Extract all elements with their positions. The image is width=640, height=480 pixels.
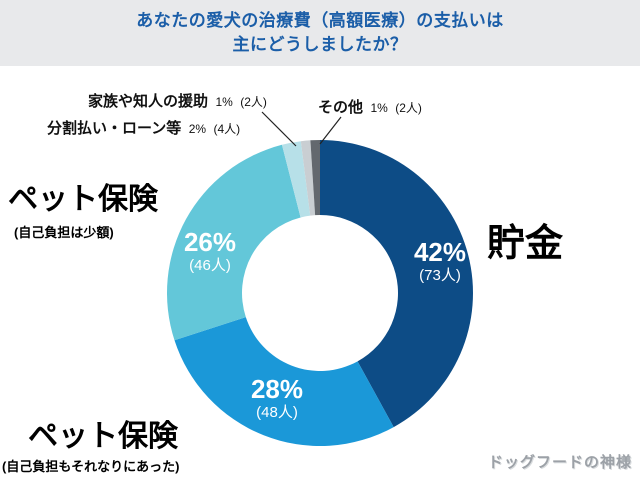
callout-family: 家族や知人の援助 1% (2人) [88,90,267,111]
value-insurance-small: 26% (46人) [162,228,258,275]
leader-line-family [261,111,297,147]
donut-slices [167,140,473,446]
chart-title-line2: 主にどうしましたか？ [232,35,408,54]
callout-loan-label: 分割払い・ローン等 [47,120,182,137]
label-insurance-large: ペット保険 [28,420,178,453]
pie-slice-0 [320,140,473,428]
pie-slice-5 [310,140,320,216]
value-insurance-large-pct: 28% [250,374,304,404]
title-band: あなたの愛犬の治療費（高額医療）の支払いは 主にどうしましたか？ [0,0,640,66]
value-insurance-large-count: (48人) [256,404,298,421]
callout-loan-count: (4人) [213,122,241,136]
value-insurance-small-count: (46人) [189,257,231,274]
watermark-logo: ドッグフードの神様 [487,454,632,471]
value-insurance-small-pct: 26% [183,227,237,257]
label-insurance-large-sub: (自己負担もそれなりにあった) [2,459,180,474]
callout-family-count: (2人) [240,95,267,109]
callout-other-count: (2人) [395,101,422,115]
label-savings: 貯金 [487,223,564,265]
callout-family-pct: 1% [215,95,233,109]
pie-slice-1 [174,317,394,446]
leader-line-other [319,116,342,145]
pie-slice-3 [281,141,311,218]
value-savings: 42% (73人) [392,238,488,285]
chart-title: あなたの愛犬の治療費（高額医療）の支払いは 主にどうしましたか？ [0,0,640,57]
callout-loan-pct: 2% [188,122,207,136]
callout-other-label: その他 [318,99,364,116]
callout-family-label: 家族や知人の援助 [88,93,209,110]
label-insurance-small-sub: (自己負担は少額) [14,225,114,240]
value-savings-pct: 42% [413,237,467,267]
callout-other-pct: 1% [370,101,388,115]
pie-slice-2 [167,144,301,341]
callout-loan: 分割払い・ローン等 2% (4人) [47,117,240,138]
callout-other: その他 1% (2人) [318,96,422,117]
pie-slice-4 [300,140,316,216]
value-savings-count: (73人) [419,267,461,284]
label-insurance-small: ペット保険 [8,183,158,216]
value-insurance-large: 28% (48人) [229,375,325,422]
chart-title-line1: あなたの愛犬の治療費（高額医療）の支払いは [136,11,504,30]
